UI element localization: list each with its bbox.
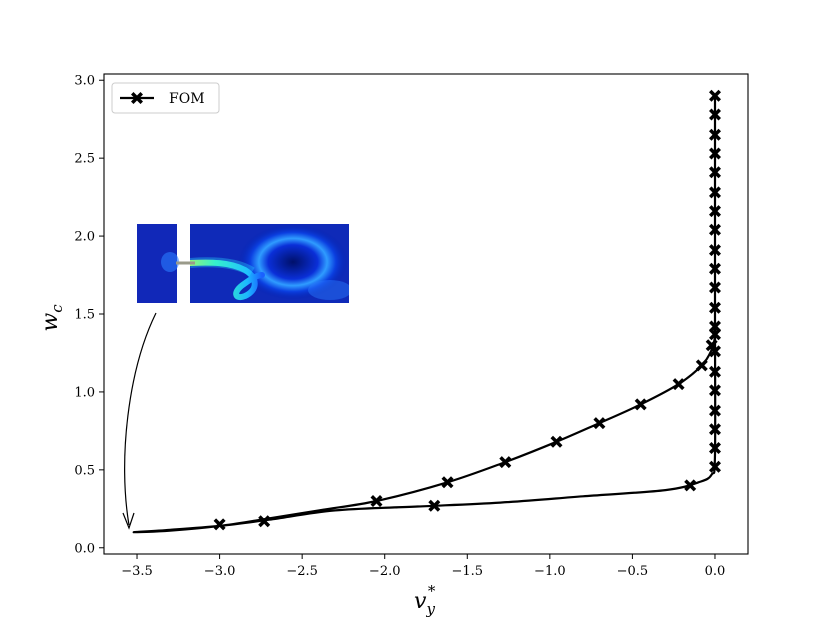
data-point: [593, 417, 606, 430]
inset-jet-halo: [190, 257, 255, 277]
data-point: [428, 499, 441, 512]
axes-frame: [103, 73, 749, 555]
y-tick-label: 0.5: [74, 463, 95, 478]
data-point: [709, 166, 721, 179]
x-tick-label: −3.5: [121, 564, 153, 579]
data-point: [499, 456, 512, 469]
y-tick-label: 0.0: [74, 541, 95, 556]
data-point: [213, 518, 226, 531]
arrow-head: [122, 512, 135, 530]
svg-text:wc: wc: [38, 304, 66, 332]
inset-jet: [190, 259, 265, 300]
legend-marker: [131, 92, 143, 104]
data-point: [705, 339, 718, 352]
data-point: [634, 398, 647, 411]
inset-lower-glow: [308, 280, 349, 300]
data-point: [695, 359, 708, 372]
series-line: [132, 94, 717, 534]
y-tick-label: 1.0: [74, 385, 95, 400]
y-tick-label: 3.0: [74, 74, 95, 89]
data-point: [709, 281, 721, 294]
x-tick-label: −1.5: [451, 564, 483, 579]
data-point: [709, 108, 721, 121]
data-point: [550, 435, 563, 448]
data-point: [709, 205, 721, 218]
data-point: [441, 476, 454, 489]
inset-vortex: [238, 224, 348, 300]
x-tick-label: 0.0: [705, 564, 726, 579]
data-point: [709, 262, 721, 275]
arrow-curve: [124, 312, 157, 526]
x-tick-label: −1.0: [534, 564, 566, 579]
x-tick-label: −2.5: [286, 564, 318, 579]
data-point: [709, 244, 721, 257]
data-point: [709, 384, 721, 397]
y-tick-label: 2.0: [74, 230, 95, 245]
data-point: [709, 365, 721, 378]
legend: FOM: [111, 82, 220, 114]
data-point: [672, 378, 685, 391]
data-point: [258, 515, 271, 528]
x-tick-label: −2.0: [369, 564, 401, 579]
data-point: [684, 479, 697, 492]
y-axis: 0.0 0.5 1.0 1.5 2.0 2.5 3.0: [74, 74, 104, 556]
y-tick-label: 2.5: [74, 152, 95, 167]
annotation-arrow: [122, 312, 157, 530]
data-point: [709, 128, 721, 141]
inset-left-glow: [161, 252, 179, 272]
x-axis-label: vy*: [414, 582, 436, 618]
series-FOM: [132, 89, 721, 534]
data-point: [709, 147, 721, 160]
data-point: [709, 301, 721, 314]
legend-label: FOM: [169, 91, 205, 107]
inset-image: [137, 224, 349, 303]
data-point: [709, 89, 721, 102]
data-point: [709, 345, 721, 358]
x-axis: −3.5 −3.0 −2.5 −2.0 −1.5 −1.0 −0.5 0.0: [121, 554, 725, 579]
data-point: [709, 404, 721, 417]
data-point: [709, 442, 721, 454]
x-tick-label: −3.0: [204, 564, 236, 579]
data-point: [370, 495, 383, 507]
data-point: [709, 186, 721, 199]
x-tick-label: −0.5: [617, 564, 649, 579]
y-tick-label: 1.5: [74, 308, 95, 323]
data-point: [709, 423, 721, 436]
y-axis-label: wc: [38, 304, 66, 332]
data-point: [709, 320, 721, 333]
plot-area: [103, 73, 749, 555]
data-point: [709, 460, 721, 473]
data-point: [709, 223, 721, 236]
legend-box: [111, 82, 220, 114]
